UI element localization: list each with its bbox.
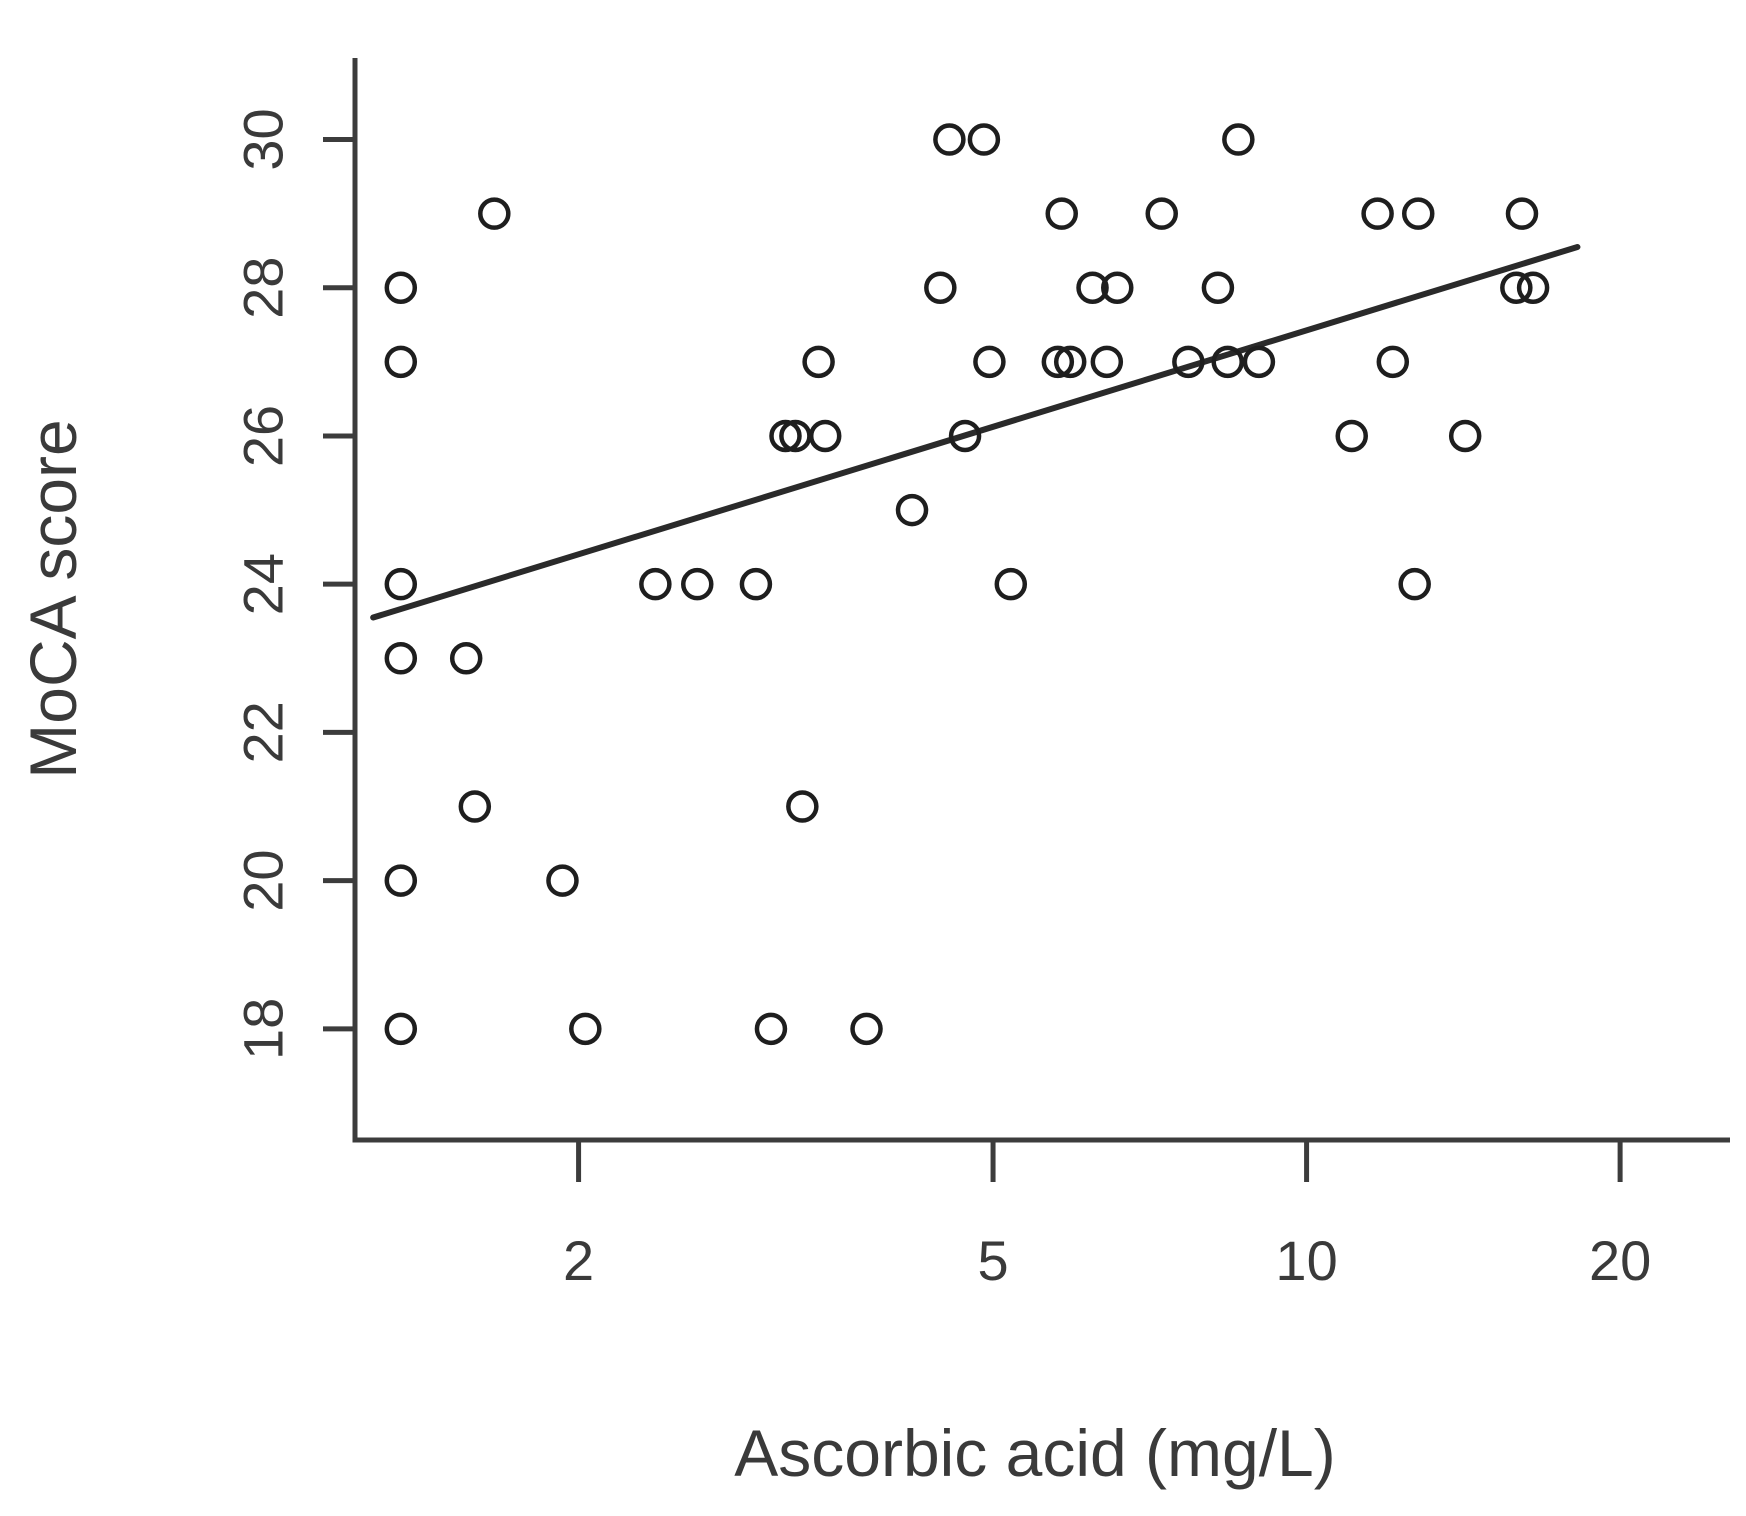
data-point bbox=[1076, 271, 1109, 304]
data-point bbox=[639, 567, 672, 601]
data-point bbox=[681, 567, 714, 601]
data-point bbox=[384, 345, 418, 379]
data-point bbox=[1361, 197, 1394, 230]
data-points bbox=[384, 123, 1550, 1046]
data-point bbox=[1500, 271, 1533, 304]
x-tick-label: 10 bbox=[1275, 1229, 1337, 1292]
y-tick-label: 18 bbox=[232, 998, 295, 1060]
data-point bbox=[895, 493, 929, 527]
data-point bbox=[1201, 271, 1235, 304]
data-point bbox=[967, 123, 1001, 156]
data-point bbox=[1145, 197, 1178, 230]
y-tick-label: 20 bbox=[232, 849, 295, 911]
data-point bbox=[384, 271, 418, 304]
y-tick-label: 28 bbox=[232, 257, 295, 319]
y-tick-label: 22 bbox=[232, 701, 295, 763]
data-point bbox=[1090, 345, 1124, 379]
data-point bbox=[1242, 345, 1276, 379]
data-point bbox=[1222, 123, 1255, 156]
axis-frame bbox=[352, 58, 1730, 1143]
data-point bbox=[449, 642, 483, 675]
data-point bbox=[384, 1012, 418, 1046]
data-point bbox=[924, 271, 957, 304]
data-point bbox=[1516, 271, 1550, 304]
x-axis-ticks: 2 5 10 20 bbox=[563, 1140, 1651, 1292]
x-axis-title: Ascorbic acid (mg/L) bbox=[734, 1416, 1336, 1490]
data-point bbox=[1053, 345, 1087, 379]
y-tick-label: 26 bbox=[232, 405, 295, 467]
data-point bbox=[1335, 419, 1368, 453]
data-point bbox=[973, 345, 1006, 379]
regression-line bbox=[370, 243, 1581, 621]
data-point bbox=[1101, 271, 1134, 304]
data-point bbox=[754, 1012, 788, 1046]
y-tick-label: 24 bbox=[232, 553, 295, 615]
data-point bbox=[1172, 345, 1205, 379]
data-point bbox=[808, 419, 842, 453]
data-point bbox=[739, 567, 773, 601]
data-point bbox=[1045, 197, 1078, 230]
data-point bbox=[769, 419, 802, 453]
data-point bbox=[802, 345, 835, 379]
data-point bbox=[384, 642, 418, 675]
data-point bbox=[1448, 419, 1482, 453]
data-point bbox=[786, 790, 819, 823]
data-point bbox=[1041, 345, 1075, 379]
data-point bbox=[384, 567, 418, 601]
data-point bbox=[1505, 197, 1539, 230]
data-point bbox=[546, 864, 579, 897]
data-point bbox=[478, 197, 511, 230]
data-point bbox=[1211, 345, 1244, 379]
data-point bbox=[1376, 345, 1410, 379]
data-point bbox=[994, 567, 1028, 601]
data-point bbox=[1401, 197, 1435, 230]
data-point bbox=[458, 790, 492, 823]
y-axis-ticks: 18 20 22 24 26 28 30 bbox=[232, 108, 355, 1060]
data-point bbox=[384, 864, 418, 897]
x-tick-label: 20 bbox=[1589, 1229, 1651, 1292]
x-tick-label: 5 bbox=[977, 1229, 1008, 1292]
data-point bbox=[569, 1012, 602, 1046]
x-tick-label: 2 bbox=[563, 1229, 594, 1292]
axes bbox=[352, 58, 1730, 1143]
y-tick-label: 30 bbox=[232, 108, 295, 170]
data-point bbox=[948, 419, 982, 453]
y-axis-title: MoCA score bbox=[16, 419, 90, 778]
data-point bbox=[1398, 567, 1431, 601]
data-point bbox=[850, 1012, 883, 1046]
data-point bbox=[933, 123, 966, 156]
regression-line-group bbox=[370, 243, 1581, 621]
